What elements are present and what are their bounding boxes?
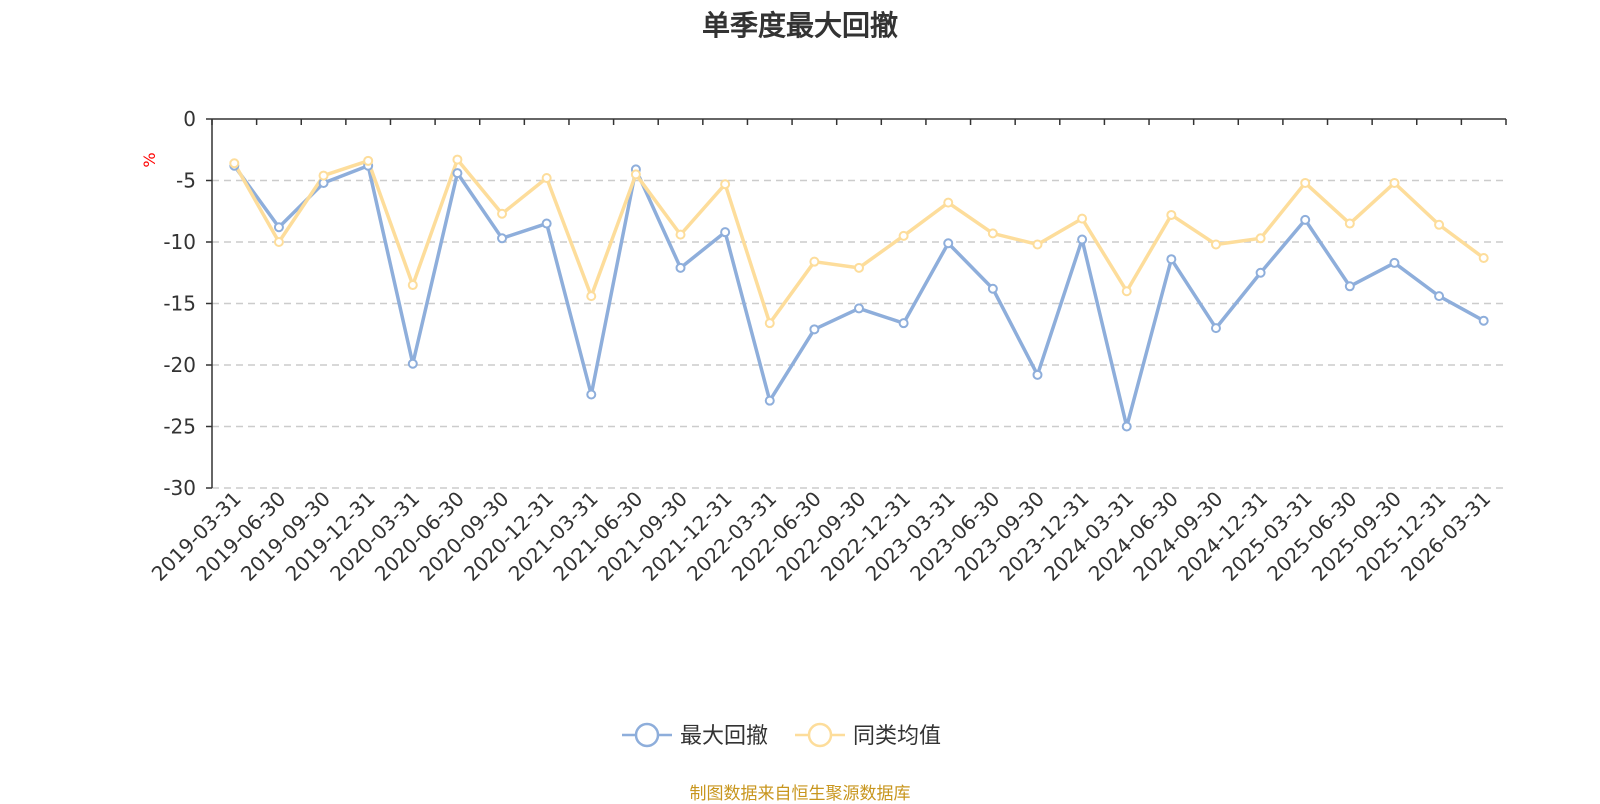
data-point — [229, 158, 240, 169]
data-point — [1255, 233, 1266, 244]
y-tick-label: -20 — [163, 353, 196, 377]
source-note: 制图数据来自恒生聚源数据库 — [689, 784, 911, 804]
data-point — [854, 262, 864, 273]
data-point — [363, 155, 374, 166]
data-point — [898, 230, 909, 241]
data-point — [675, 262, 686, 273]
data-point — [720, 227, 731, 238]
data-point — [898, 318, 909, 329]
data-point — [586, 291, 597, 302]
data-point — [1389, 257, 1400, 268]
data-point — [541, 173, 552, 184]
data-point — [1389, 177, 1400, 188]
y-tick-label: 0 — [183, 107, 196, 131]
y-tick-label: -5 — [176, 169, 196, 193]
data-point — [630, 169, 641, 180]
y-tick-label: -10 — [163, 230, 196, 254]
data-point — [809, 324, 820, 335]
data-point — [1344, 281, 1355, 292]
data-point — [1032, 239, 1043, 250]
data-point — [987, 283, 998, 294]
legend: 最大回撤 同类均值 — [622, 722, 941, 749]
data-point — [497, 233, 508, 244]
data-point — [541, 218, 552, 229]
y-tick-label: -30 — [163, 476, 196, 500]
data-point — [1300, 177, 1311, 188]
data-point — [1077, 213, 1088, 224]
data-point — [1166, 254, 1177, 265]
series-line-1 — [232, 163, 1485, 429]
data-point — [943, 238, 954, 249]
data-point — [1121, 421, 1132, 432]
data-point — [1255, 267, 1266, 278]
y-tick-label: -25 — [163, 415, 196, 439]
data-point — [407, 280, 418, 291]
data-point — [452, 154, 463, 165]
data-point — [1210, 323, 1221, 334]
axes: 0-5-10-15-20-25-302019-03-312019-06-3020… — [147, 107, 1507, 586]
data-point — [675, 229, 686, 240]
data-point — [452, 168, 463, 179]
data-point — [273, 222, 284, 233]
data-point — [1478, 315, 1489, 326]
data-point — [1434, 291, 1445, 302]
data-point — [273, 237, 284, 247]
chart-title: 单季度最大回撤 — [701, 9, 898, 42]
data-point — [1434, 219, 1445, 230]
data-point — [764, 318, 775, 329]
data-point — [1344, 218, 1355, 229]
legend-marker-1 — [634, 722, 660, 748]
data-point — [987, 228, 998, 239]
data-point — [1300, 214, 1311, 225]
legend-label-1: 最大回撤 — [680, 724, 768, 749]
data-point — [1077, 234, 1088, 245]
data-point — [1121, 286, 1132, 297]
data-point — [407, 358, 418, 369]
data-point — [1478, 252, 1489, 263]
data-point — [586, 389, 597, 400]
data-point — [943, 197, 954, 208]
data-point — [764, 395, 775, 406]
legend-marker-2 — [807, 722, 833, 748]
y-axis-unit: % — [140, 152, 159, 167]
data-point — [1210, 239, 1221, 250]
data-point — [1032, 369, 1043, 380]
legend-label-2: 同类均值 — [853, 724, 941, 749]
data-point — [1166, 209, 1177, 220]
data-point — [720, 179, 731, 190]
data-point — [809, 256, 820, 267]
y-tick-label: -15 — [163, 292, 196, 316]
data-point — [497, 208, 508, 219]
data-point — [854, 303, 864, 314]
series-lines — [229, 154, 1489, 432]
data-point — [318, 170, 329, 181]
